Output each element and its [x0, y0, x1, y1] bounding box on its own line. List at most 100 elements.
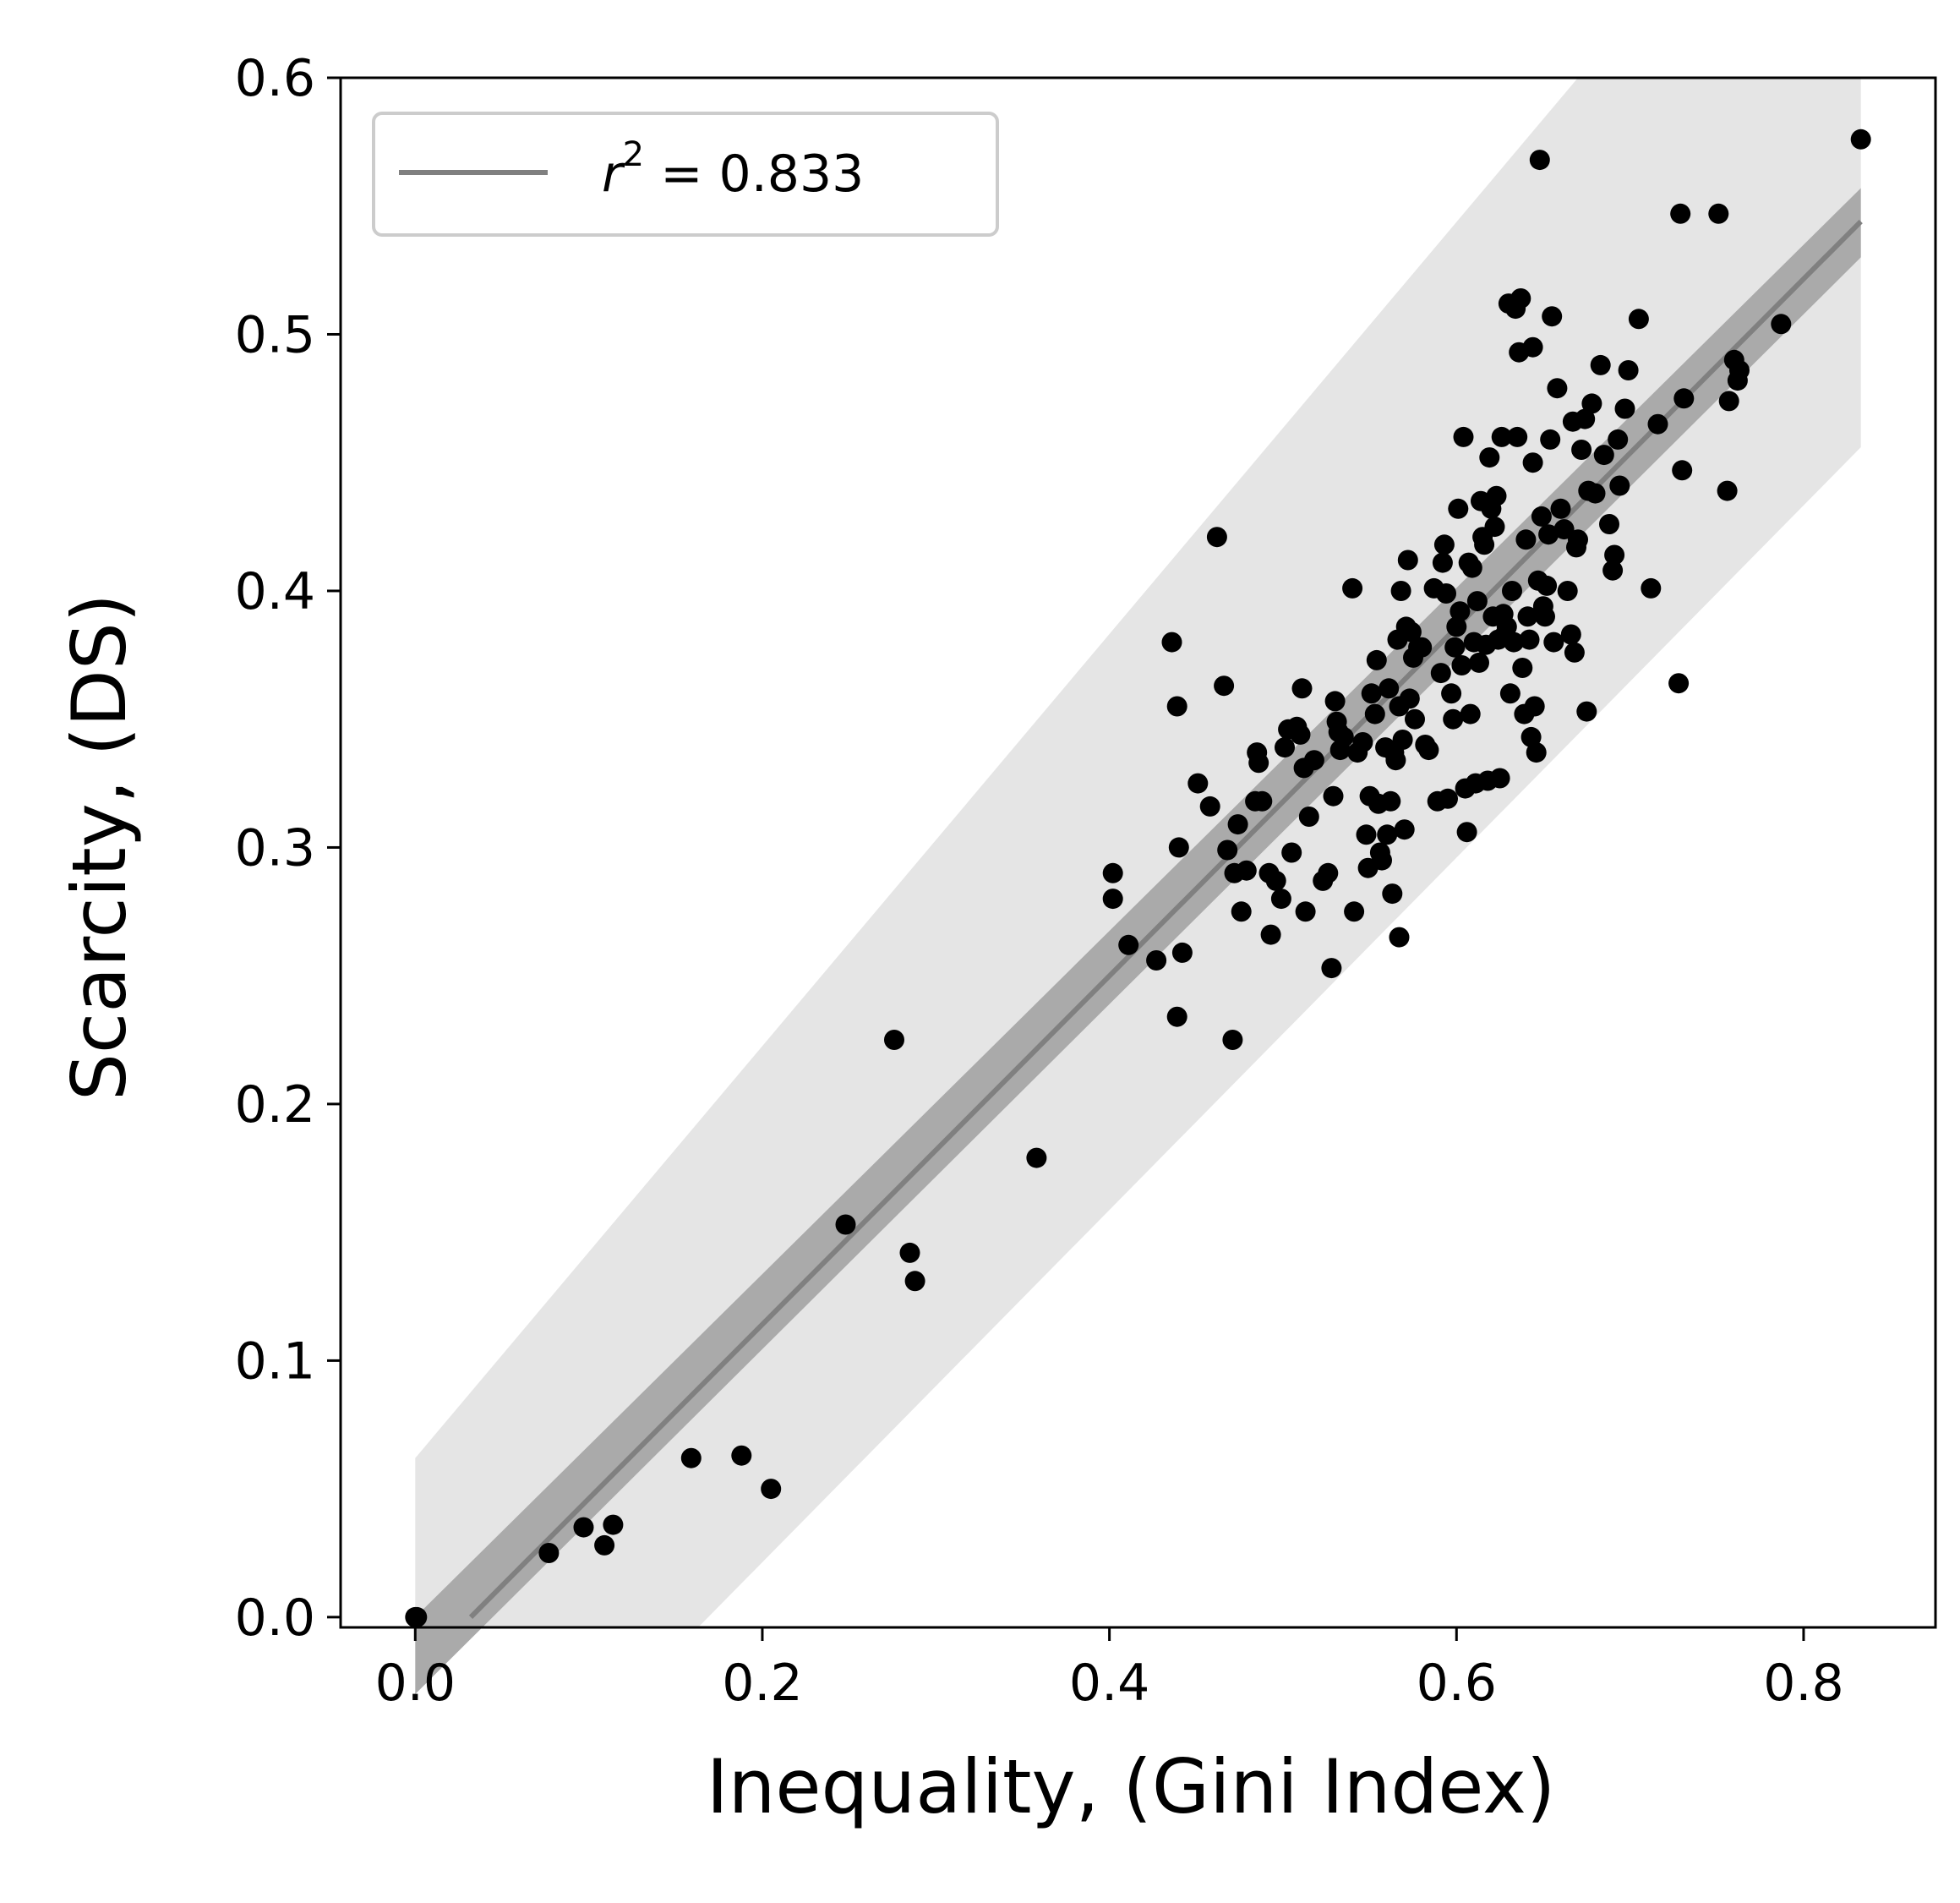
data-point	[1303, 750, 1324, 771]
data-point	[1641, 577, 1662, 599]
data-point	[1248, 752, 1269, 774]
data-point	[1550, 498, 1571, 519]
data-point	[1377, 824, 1398, 845]
data-point	[1474, 534, 1495, 555]
data-point	[1450, 601, 1471, 622]
regression-line	[468, 219, 1863, 1619]
data-point	[1543, 632, 1564, 653]
legend: r2 = 0.833	[372, 112, 999, 237]
data-point	[1604, 544, 1625, 566]
data-point	[1270, 889, 1291, 910]
data-point	[1547, 378, 1568, 399]
data-point	[1344, 901, 1365, 922]
data-point	[1275, 737, 1295, 758]
data-point	[1168, 837, 1189, 858]
data-point	[1166, 1006, 1187, 1027]
data-point	[1576, 701, 1597, 722]
data-point	[1673, 388, 1695, 409]
data-point	[1453, 426, 1474, 447]
data-point	[1227, 814, 1248, 835]
data-point	[1466, 591, 1488, 612]
data-point	[1231, 901, 1252, 922]
data-point	[1281, 842, 1302, 863]
data-point	[1499, 683, 1521, 704]
data-point	[1668, 673, 1690, 694]
data-point	[1418, 740, 1439, 761]
data-point	[1521, 726, 1542, 747]
data-point	[1441, 683, 1462, 704]
x-tick-label: 0.6	[1417, 1654, 1497, 1713]
data-point	[1517, 606, 1538, 627]
y-tick-label: 0.5	[235, 305, 315, 364]
data-point	[1366, 649, 1387, 670]
data-point	[1217, 839, 1238, 861]
data-point	[899, 1242, 920, 1263]
data-point	[603, 1514, 624, 1535]
legend-r-exponent: 2	[623, 135, 644, 174]
data-point	[1446, 616, 1467, 637]
data-point	[1290, 724, 1311, 745]
data-point	[1599, 514, 1619, 534]
y-tick-label: 0.1	[235, 1332, 315, 1391]
data-point	[1411, 637, 1433, 658]
data-point	[1382, 883, 1403, 905]
data-point	[1602, 560, 1624, 581]
data-point	[1647, 413, 1668, 435]
data-point	[1708, 203, 1729, 224]
data-point	[1529, 150, 1550, 171]
data-point	[1512, 658, 1533, 678]
data-point	[1608, 429, 1629, 450]
data-point	[1333, 726, 1354, 747]
data-point	[1433, 534, 1455, 555]
data-point	[1295, 901, 1316, 922]
x-tick-label: 0.4	[1069, 1654, 1149, 1713]
data-point	[1717, 480, 1738, 501]
data-point	[1670, 203, 1691, 224]
y-tick-label: 0.0	[235, 1589, 315, 1648]
data-point	[1394, 819, 1415, 840]
data-point	[594, 1534, 615, 1556]
data-point	[1502, 581, 1522, 601]
data-point	[1444, 637, 1466, 658]
data-points	[405, 129, 1871, 1627]
data-point	[1432, 552, 1453, 573]
y-tick-label: 0.2	[235, 1075, 315, 1135]
data-point	[1496, 616, 1517, 637]
data-point	[1438, 788, 1458, 809]
data-point	[1618, 360, 1639, 380]
data-point	[1538, 524, 1559, 545]
data-point	[1491, 426, 1512, 447]
data-point	[1102, 862, 1123, 883]
data-point	[1399, 688, 1420, 709]
data-point	[1560, 624, 1581, 645]
data-point	[1571, 440, 1592, 460]
legend-box	[372, 112, 999, 237]
plot-area	[405, 78, 1871, 1694]
data-point	[1628, 309, 1649, 330]
data-point	[1510, 288, 1531, 309]
data-point	[1469, 652, 1489, 673]
y-axis-ticks: 0.0 0.1 0.2 0.3 0.4 0.5 0.6	[235, 49, 341, 1648]
data-point	[1166, 696, 1187, 717]
prediction-band	[415, 78, 1861, 1627]
data-point	[1436, 583, 1456, 604]
data-point	[1380, 790, 1401, 812]
data-point	[538, 1543, 560, 1563]
data-point	[1542, 306, 1563, 327]
data-point	[1443, 708, 1464, 730]
data-point	[1342, 577, 1363, 599]
data-point	[1385, 750, 1406, 771]
data-point	[1392, 730, 1413, 750]
legend-r-symbol: r	[602, 145, 625, 204]
data-point	[1352, 732, 1373, 752]
x-tick-label: 0.8	[1763, 1654, 1843, 1713]
data-point	[1265, 870, 1286, 891]
data-point	[1537, 575, 1558, 596]
data-point	[1718, 391, 1739, 412]
data-point	[1405, 708, 1425, 730]
data-point	[1222, 1030, 1243, 1050]
data-point	[1236, 860, 1257, 881]
data-point	[1593, 445, 1614, 466]
data-point	[1581, 393, 1602, 414]
